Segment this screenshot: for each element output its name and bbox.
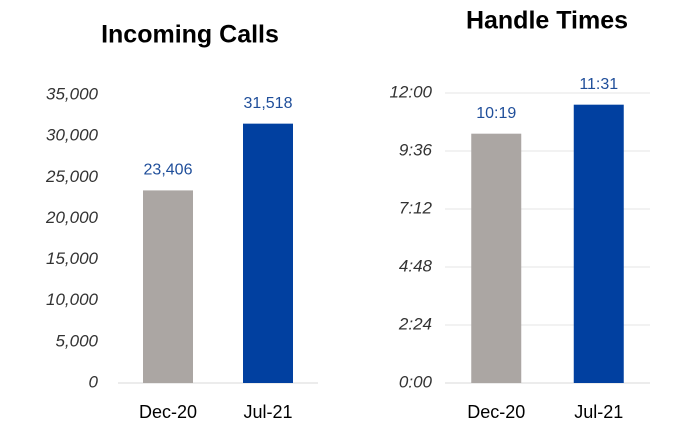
x-tick-label: Jul-21 (574, 402, 623, 422)
y-tick-label: 10,000 (46, 290, 99, 309)
y-tick-label: 0 (89, 372, 99, 391)
bar (243, 123, 293, 383)
y-tick-label: 12:00 (389, 82, 432, 101)
y-tick-label: 2:24 (398, 314, 432, 333)
bar (471, 133, 522, 383)
chart-title: Incoming Calls (101, 21, 279, 49)
bar (143, 190, 193, 383)
y-tick-label: 7:12 (399, 198, 433, 217)
x-tick-label: Jul-21 (243, 402, 292, 422)
y-tick-label: 20,000 (45, 208, 99, 227)
y-tick-label: 35,000 (46, 84, 99, 103)
y-tick-label: 15,000 (46, 249, 99, 268)
y-tick-label: 30,000 (46, 126, 99, 145)
chart-title: Handle Times (466, 7, 628, 35)
value-label: 23,406 (144, 162, 193, 179)
x-tick-label: Dec-20 (467, 402, 525, 422)
y-tick-label: 5,000 (55, 331, 98, 350)
x-tick-label: Dec-20 (139, 402, 197, 422)
y-tick-label: 4:48 (399, 256, 433, 275)
value-label: 10:19 (476, 105, 516, 122)
bar (573, 104, 624, 384)
y-tick-label: 25,000 (45, 167, 99, 186)
value-label: 11:31 (579, 76, 618, 93)
y-tick-label: 9:36 (399, 140, 433, 159)
value-label: 31,518 (244, 95, 293, 112)
y-tick-label: 0:00 (399, 372, 433, 391)
